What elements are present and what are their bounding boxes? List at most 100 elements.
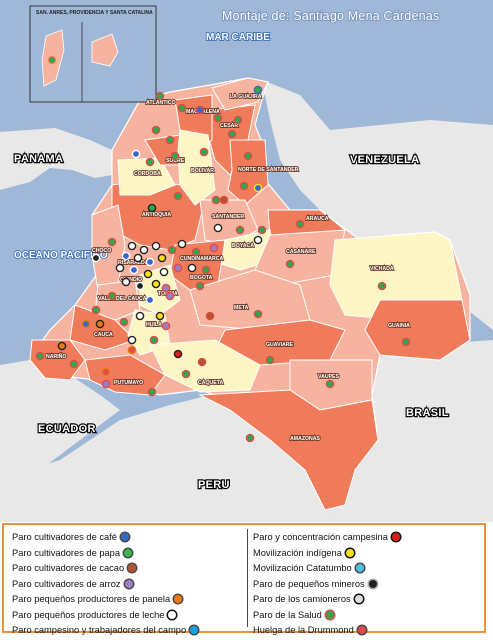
event-marker bbox=[199, 147, 209, 157]
legend-item: Paro cultivadores de café bbox=[12, 530, 244, 546]
map-title: Montaje de: Santiago Mena Cárdenas bbox=[222, 9, 439, 23]
event-marker bbox=[69, 359, 79, 369]
dept-label: AMAZONAS bbox=[290, 436, 321, 442]
dept-amazonas bbox=[198, 389, 379, 511]
dept-label: CESAR bbox=[220, 123, 238, 129]
dept-label: NARIÑO bbox=[46, 353, 66, 360]
legend-item: Paro cultivadores de papa bbox=[12, 546, 244, 562]
legend-swatch bbox=[128, 564, 137, 572]
event-marker bbox=[295, 219, 305, 229]
inset-marker bbox=[47, 55, 57, 65]
dept-label: QUINDIO bbox=[120, 277, 142, 283]
legend-label: Paro y concentración campesina bbox=[253, 532, 388, 542]
legend-item: Paro de pequeños mineros bbox=[253, 577, 481, 593]
dept-cordoba bbox=[117, 157, 176, 196]
event-marker bbox=[149, 335, 159, 345]
legend-item: Paro campesino y trabajadores del campo bbox=[12, 623, 244, 639]
event-marker bbox=[145, 157, 155, 167]
legend-label: Movilización indígena bbox=[253, 547, 342, 558]
event-marker bbox=[235, 225, 245, 235]
event-marker bbox=[213, 113, 223, 123]
event-marker bbox=[239, 181, 249, 191]
legend-label: Paro cultivadores de café bbox=[12, 532, 117, 542]
event-marker bbox=[285, 259, 295, 269]
dept-label: PUTUMAYO bbox=[114, 380, 143, 386]
legend-item: Movilización indígena bbox=[253, 546, 481, 562]
legend-divider bbox=[247, 529, 248, 627]
dept-label: CORDOBA bbox=[134, 171, 161, 177]
dept-label: VICHADA bbox=[370, 266, 394, 272]
legend-swatch bbox=[345, 548, 354, 557]
event-marker bbox=[131, 149, 141, 159]
event-marker bbox=[101, 379, 111, 389]
inset-label: SAN. ANRES, PROVIDENCIA Y SANTA CATALINA bbox=[36, 10, 153, 16]
dept-label: ANTIOQUIA bbox=[142, 212, 171, 218]
event-marker bbox=[157, 253, 167, 263]
event-marker bbox=[213, 223, 223, 233]
legend-label: Paro pequeños productores de leche bbox=[12, 609, 165, 620]
san-andres-inset: SAN. ANRES, PROVIDENCIA Y SANTA CATALINA bbox=[29, 5, 157, 103]
dept-label: SANTANDER bbox=[212, 214, 244, 220]
legend-swatch bbox=[124, 548, 133, 557]
event-marker bbox=[91, 305, 101, 315]
legend-swatch bbox=[391, 533, 400, 541]
country-label-peru: PERU bbox=[198, 479, 230, 491]
legend-swatch bbox=[124, 579, 133, 588]
dept-label: SUCRE bbox=[166, 158, 185, 164]
dept-label: META bbox=[234, 305, 249, 311]
event-marker bbox=[115, 263, 125, 273]
event-marker bbox=[253, 183, 263, 193]
legend-column-right: Paro y concentración campesina Movilizac… bbox=[253, 530, 481, 639]
event-marker bbox=[107, 237, 117, 247]
dept-label: NORTE DE SANTANDER bbox=[238, 167, 299, 173]
event-marker bbox=[145, 295, 155, 305]
dept-cauca bbox=[69, 304, 136, 351]
dept-label: ATLANTICO bbox=[146, 100, 176, 106]
legend-label: Paro cultivadores de papa bbox=[12, 547, 121, 558]
dept-label: LA GUAJIRA bbox=[230, 94, 262, 100]
legend-item: Paro de los camioneros bbox=[253, 592, 481, 608]
event-marker bbox=[91, 253, 101, 263]
event-marker bbox=[161, 283, 171, 293]
event-marker bbox=[257, 225, 267, 235]
event-marker bbox=[173, 263, 183, 273]
event-marker bbox=[325, 379, 335, 389]
dept-label: CAQUETA bbox=[198, 380, 224, 386]
dept-guainia bbox=[364, 299, 471, 361]
dept-label: GUAINIA bbox=[388, 323, 410, 329]
country-label-brasil: BRASIL bbox=[406, 407, 449, 419]
country-label-ecuador: ECUADOR bbox=[38, 423, 96, 435]
legend-swatch bbox=[120, 533, 129, 541]
panama-land bbox=[0, 128, 112, 190]
event-marker bbox=[253, 309, 263, 319]
legend-item: Paro cultivadores de arroz bbox=[12, 577, 244, 593]
event-marker bbox=[253, 85, 263, 95]
legend-item: Paro y concentración campesina bbox=[253, 530, 481, 546]
event-marker bbox=[133, 253, 143, 263]
legend-column-left: Paro cultivadores de café Paro cultivado… bbox=[12, 530, 244, 639]
dept-label: VAUPES bbox=[318, 374, 339, 380]
event-marker bbox=[127, 335, 137, 345]
legend-label: Movilización Catatumbo bbox=[253, 563, 352, 573]
event-marker bbox=[205, 311, 215, 321]
event-marker bbox=[107, 291, 117, 301]
event-marker bbox=[121, 277, 131, 287]
legend: Paro cultivadores de café Paro cultivado… bbox=[2, 523, 486, 635]
country-label-venezuela: VENEZUELA bbox=[350, 154, 419, 166]
legend-item: Paro de la Salud bbox=[253, 608, 481, 624]
sea-label-pacifico: OCEANO PACIFICO bbox=[14, 250, 108, 261]
event-marker bbox=[95, 319, 105, 329]
event-marker bbox=[165, 135, 175, 145]
dept-narino bbox=[29, 339, 86, 381]
event-marker bbox=[151, 125, 161, 135]
dept-label: ARAUCA bbox=[306, 216, 329, 222]
colombia-map: SAN. ANRES, PROVIDENCIA Y SANTA CATALINA… bbox=[0, 0, 493, 522]
event-marker bbox=[245, 433, 255, 443]
legend-label: Paro de pequeños mineros bbox=[253, 578, 365, 589]
legend-swatch bbox=[368, 579, 377, 588]
event-marker bbox=[135, 281, 145, 291]
dept-guajira bbox=[211, 77, 269, 111]
event-marker bbox=[81, 319, 91, 329]
event-marker bbox=[181, 369, 191, 379]
dept-label: CAUCA bbox=[94, 332, 113, 338]
